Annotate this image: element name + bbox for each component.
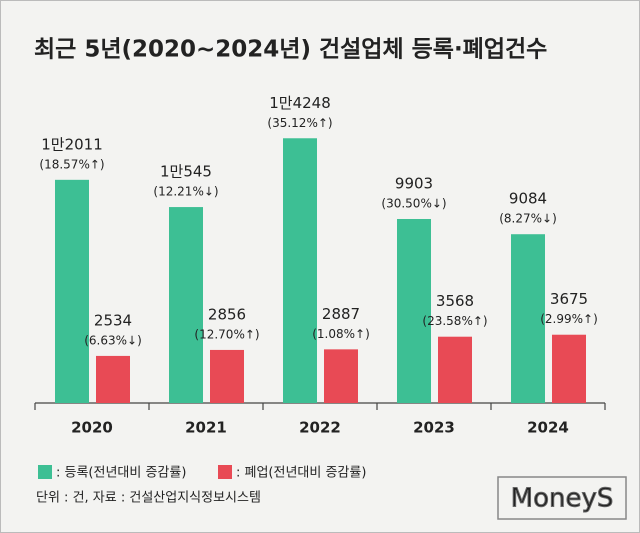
change-label: (12.21%↓) xyxy=(153,185,218,199)
change-label: (2.99%↑) xyxy=(540,312,598,326)
change-label: (1.08%↑) xyxy=(312,327,370,341)
value-label: 2856 xyxy=(208,305,246,323)
change-label: (18.57%↑) xyxy=(39,157,104,171)
change-label: (23.58%↑) xyxy=(422,314,487,328)
legend-swatch xyxy=(218,465,232,479)
x-tick-label: 2020 xyxy=(71,419,113,437)
change-label: (35.12%↑) xyxy=(267,116,332,130)
bar xyxy=(324,349,358,403)
logo-box xyxy=(497,476,627,520)
bar xyxy=(552,334,586,403)
bar xyxy=(169,207,203,403)
change-label: (8.27%↓) xyxy=(499,212,557,226)
value-label: 1만545 xyxy=(160,163,212,181)
value-label: 2534 xyxy=(94,311,132,329)
bar xyxy=(55,179,89,403)
bar xyxy=(511,234,545,403)
bar xyxy=(210,349,244,403)
value-label: 3568 xyxy=(436,292,474,310)
bar xyxy=(438,336,472,403)
legend-label: : 폐업(전년대비 증감률) xyxy=(236,466,366,481)
value-label: 1만2011 xyxy=(41,135,103,153)
x-tick-label: 2023 xyxy=(413,419,455,437)
logo: MoneyS xyxy=(511,484,614,514)
footnote: 단위 : 건, 자료 : 건설산업지식정보시스템 xyxy=(36,491,261,506)
change-label: (12.70%↑) xyxy=(194,327,259,341)
chart-title: 최근 5년(2020~2024년) 건설업체 등록·폐업건수 xyxy=(34,37,547,63)
legend-swatch xyxy=(38,465,52,479)
bar xyxy=(397,218,431,403)
bar xyxy=(283,138,317,403)
x-tick-label: 2022 xyxy=(299,419,341,437)
x-tick-label: 2021 xyxy=(185,419,227,437)
legend-label: : 등록(전년대비 증감률) xyxy=(56,466,186,481)
x-tick-label: 2024 xyxy=(527,419,569,437)
value-label: 9903 xyxy=(395,174,433,192)
change-label: (30.50%↓) xyxy=(381,196,446,210)
value-label: 1만4248 xyxy=(269,94,331,112)
value-label: 2887 xyxy=(322,305,360,323)
value-label: 9084 xyxy=(509,190,547,208)
change-label: (6.63%↓) xyxy=(84,333,142,347)
value-label: 3675 xyxy=(550,290,588,308)
bar xyxy=(96,355,130,403)
